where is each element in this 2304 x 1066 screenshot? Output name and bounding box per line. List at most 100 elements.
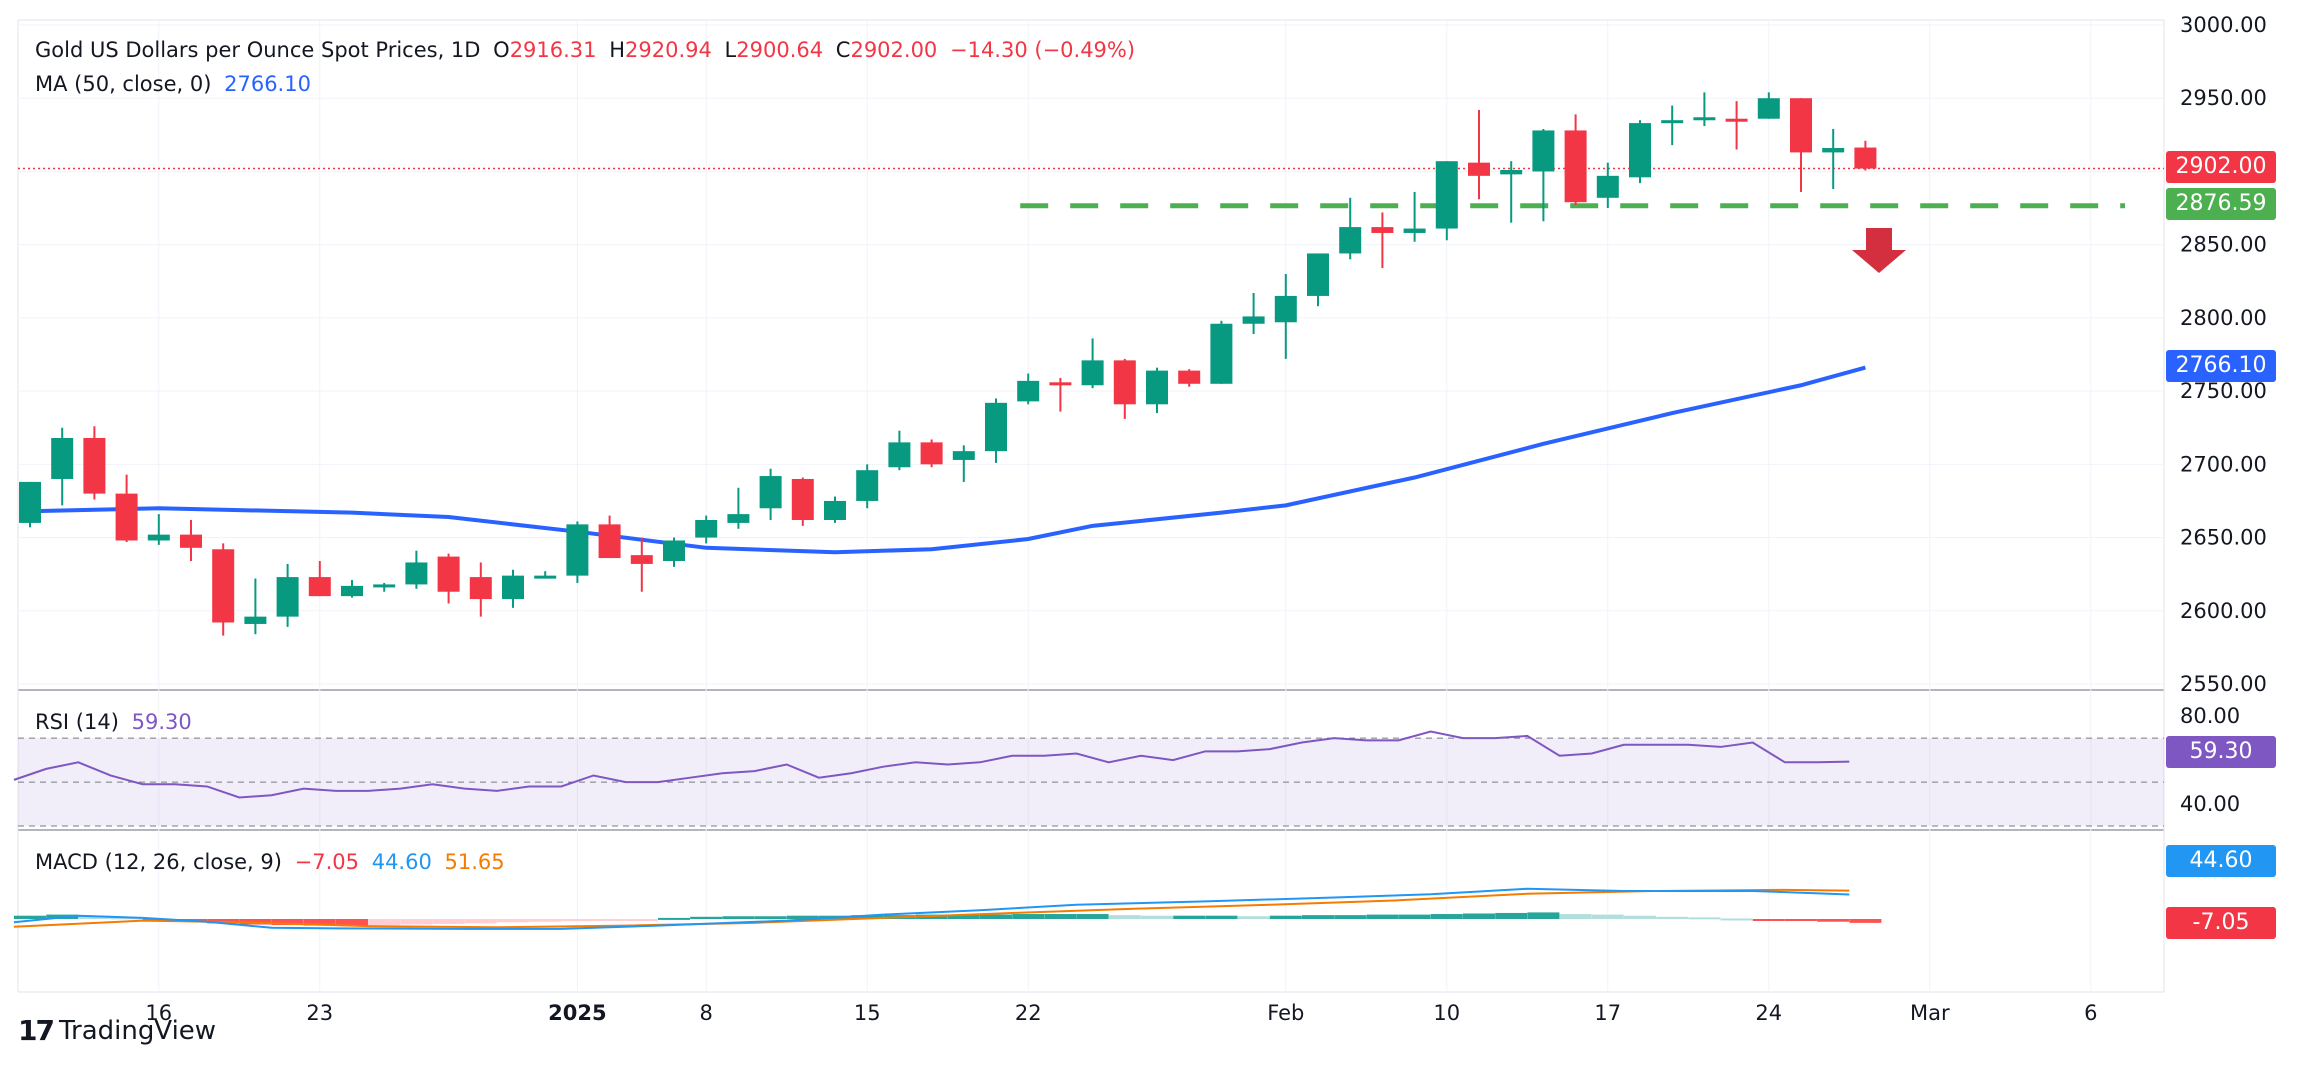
ma-price-tag: 2766.10 — [2166, 350, 2276, 382]
high-label: H — [609, 38, 626, 62]
macd-histogram-bar — [368, 919, 401, 926]
macd-histogram-bar — [239, 919, 272, 925]
macd-histogram-bar — [400, 919, 433, 925]
candle-body — [147, 534, 170, 541]
candle-body — [1596, 175, 1619, 198]
macd-histogram-bar — [1044, 914, 1077, 919]
open-value: 2916.31 — [509, 38, 597, 62]
macd-hist-value: −7.05 — [294, 850, 360, 874]
macd-signal-value: 51.65 — [444, 850, 505, 874]
price-tick-label: 2950.00 — [2180, 86, 2267, 110]
tradingview-logo-icon: 17 — [18, 1014, 55, 1047]
macd-histogram-bar — [1205, 915, 1238, 919]
price-tick-label: 2750.00 — [2180, 379, 2267, 403]
candle-body — [1081, 360, 1104, 386]
macd-histogram-bar — [1720, 918, 1753, 921]
macd-histogram-bar — [1366, 914, 1399, 919]
candle-body — [1049, 382, 1072, 386]
macd-histogram-bar — [1849, 919, 1882, 923]
time-tick-label: 16 — [145, 1001, 172, 1025]
macd-histogram-bar — [432, 919, 465, 924]
macd-histogram-bar — [690, 916, 723, 919]
candle-body — [663, 540, 685, 561]
macd-signal-line — [13, 888, 1850, 929]
ma-value: 2766.10 — [224, 72, 311, 96]
candle-body — [1693, 117, 1716, 121]
brand-name: TradingView — [58, 1015, 217, 1046]
candle-body — [1629, 123, 1651, 178]
rsi-line — [13, 730, 1850, 799]
price-tick-label: 3000.00 — [2180, 13, 2267, 37]
candle-body — [630, 555, 653, 564]
macd-histogram-bar — [529, 919, 562, 922]
symbol-title: Gold US Dollars per Ounce Spot Prices, 1… — [35, 38, 481, 62]
candle-body — [1661, 120, 1684, 124]
macd-histogram-bar — [1624, 915, 1656, 919]
macd-histogram-bar — [1656, 916, 1689, 919]
candle-body — [437, 556, 460, 592]
candle-body — [1146, 370, 1168, 405]
macd-histogram-bar — [1076, 914, 1109, 919]
candle-body — [502, 575, 524, 600]
candle-body — [1822, 148, 1845, 153]
candle-body — [469, 577, 492, 600]
candle-body — [212, 549, 235, 623]
macd-line-tag: 44.60 — [2166, 845, 2276, 877]
rsi-tick-label: 40.00 — [2180, 792, 2240, 816]
macd-histogram-bar — [1752, 919, 1785, 921]
rsi-value-tag: 59.30 — [2166, 736, 2276, 768]
bearish-arrow-icon — [1852, 228, 1906, 273]
time-tick-label: Mar — [1910, 1001, 1950, 1025]
macd-histogram-bar — [1269, 915, 1302, 919]
candle-body — [308, 577, 331, 597]
price-tick-label: 2600.00 — [2180, 599, 2267, 623]
candle-body — [824, 500, 846, 520]
high-value: 2920.94 — [625, 38, 712, 62]
time-tick-label: Feb — [1267, 1001, 1304, 1025]
candle-body — [888, 442, 911, 468]
macd-histogram-bar — [1463, 913, 1495, 919]
candle-body — [1339, 227, 1362, 254]
macd-histogram-bar — [336, 919, 368, 926]
open-label: O — [493, 38, 510, 62]
time-tick-label: 22 — [1015, 1001, 1042, 1025]
macd-histogram-bar — [1141, 915, 1173, 919]
candle-body — [405, 562, 428, 585]
time-tick-label: 23 — [306, 1001, 333, 1025]
time-tick-label: 10 — [1433, 1001, 1460, 1025]
macd-histogram-bar — [1398, 914, 1431, 919]
macd-histogram-bar — [464, 919, 497, 924]
macd-histogram-bar — [497, 919, 529, 923]
macd-histogram-bar — [1108, 915, 1141, 919]
macd-histogram-bar — [303, 919, 336, 926]
macd-histogram-bar — [78, 915, 111, 919]
candle-body — [1242, 316, 1265, 324]
macd-histogram-bar — [658, 917, 690, 920]
candle-body — [115, 493, 138, 541]
time-tick-label: 15 — [854, 1001, 881, 1025]
macd-line-value: 44.60 — [371, 850, 432, 874]
macd-line — [13, 887, 1850, 930]
macd-histogram-bar — [947, 914, 980, 919]
ma-label: MA (50, close, 0) — [35, 72, 212, 96]
macd-histogram-bar — [1527, 912, 1560, 919]
close-value: 2902.00 — [850, 38, 938, 62]
candle-body — [920, 442, 943, 465]
candle-body — [180, 534, 202, 548]
candle-body — [19, 481, 41, 523]
rsi-tick-label: 80.00 — [2180, 704, 2240, 728]
tradingview-brand[interactable]: 17 TradingView — [18, 1014, 216, 1047]
time-tick-label: 24 — [1755, 1001, 1782, 1025]
candle-body — [244, 616, 267, 624]
candle-body — [985, 402, 1007, 452]
price-tick-label: 2650.00 — [2180, 526, 2267, 550]
macd-histogram-bar — [593, 919, 626, 921]
candle-body — [1435, 161, 1458, 229]
candle-body — [1371, 227, 1394, 233]
ma50-line — [29, 365, 1866, 555]
macd-histogram-bar — [14, 915, 46, 919]
price-tick-label: 2850.00 — [2180, 233, 2267, 257]
candle-body — [1564, 130, 1587, 203]
candle-body — [598, 524, 621, 559]
